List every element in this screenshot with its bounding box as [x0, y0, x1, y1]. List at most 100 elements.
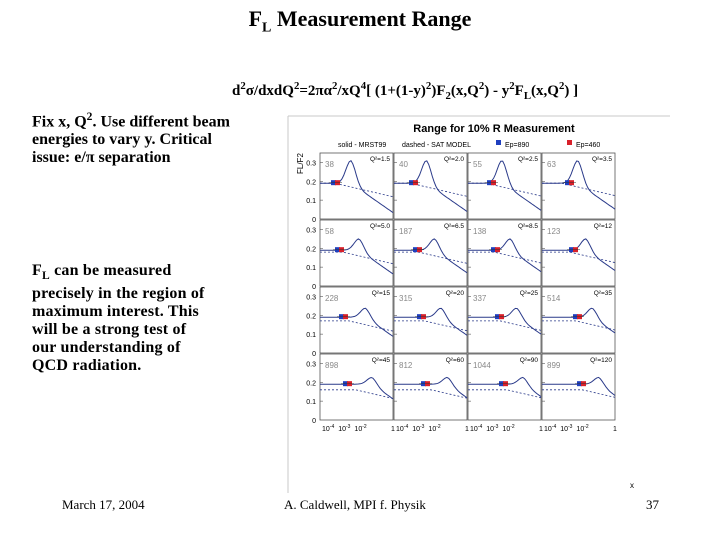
curve-dashed — [468, 251, 542, 264]
x-tick-label: 10-2 — [576, 424, 588, 433]
x-tick-label: 10-2 — [354, 424, 366, 433]
curve-dashed — [542, 320, 616, 331]
x-tick-label: 10-3 — [412, 424, 424, 433]
panel-6: Q²=6.5 187 — [393, 219, 468, 287]
curve-dashed — [468, 320, 542, 331]
legend-ep1: Ep=890 — [505, 142, 529, 149]
panel-3: Q²=2.5 55 — [467, 152, 542, 220]
curve-solid — [542, 238, 616, 271]
panel-16: Q²=120 899 — [541, 353, 616, 421]
curve-dashed — [394, 389, 468, 399]
y-tick-label: 0.3 — [306, 361, 316, 368]
curve-dashed — [320, 320, 394, 332]
panel-count: 138 — [473, 227, 487, 236]
panel-5: Q²=5.0 58 — [319, 219, 394, 287]
curve-dashed — [394, 320, 468, 332]
panel-count: 898 — [325, 361, 339, 370]
panel-12: Q²=35 514 — [541, 286, 616, 354]
curve-dashed — [468, 389, 542, 399]
curve-dashed — [542, 182, 616, 196]
legend-dashed: dashed - SAT MODEL — [402, 142, 471, 149]
y-tick-label: 0.2 — [306, 246, 316, 253]
panel-q2-label: Q²=15 — [372, 290, 391, 297]
bullet-fix-x-q2: Fix x, Q2. Use different beam energies t… — [32, 111, 230, 167]
panel-11: Q²=25 337 — [467, 286, 542, 354]
legend-ep2: Ep=460 — [576, 142, 600, 149]
panel-9: Q²=15 228 — [319, 286, 394, 354]
y-tick-label: 0.3 — [306, 294, 316, 301]
panel-count: 187 — [399, 227, 413, 236]
x-tick-label: 10-2 — [502, 424, 514, 433]
x-tick-label: 10-2 — [428, 424, 440, 433]
legend-marker-ep2 — [567, 140, 572, 145]
footer-page-number: 37 — [646, 497, 659, 512]
x-tick-label: 1 — [391, 426, 395, 433]
panel-q2-label: Q²=20 — [446, 290, 465, 297]
panel-count: 58 — [325, 227, 334, 236]
panel-count: 899 — [547, 361, 561, 370]
x-tick-label: 10-3 — [560, 424, 572, 433]
panel-count: 1044 — [473, 361, 491, 370]
footer-author: A. Caldwell, MPI f. Physik — [284, 497, 426, 512]
panel-q2-label: Q²=2.0 — [444, 156, 464, 163]
panel-q2-label: Q²=5.0 — [370, 223, 390, 230]
panel-15: Q²=90 1044 — [467, 353, 542, 421]
panel-2: Q²=2.0 40 — [393, 152, 468, 220]
panel-q2-label: Q²=60 — [446, 357, 465, 364]
panel-count: 123 — [547, 227, 561, 236]
footer-date: March 17, 2004 — [62, 497, 145, 512]
panel-8: Q²=12 123 — [541, 219, 616, 287]
y-tick-label: 0 — [312, 217, 316, 224]
panel-count: 812 — [399, 361, 413, 370]
panel-13: Q²=45 898 — [319, 353, 394, 421]
legend-marker-ep1 — [496, 140, 501, 145]
curve-solid — [394, 238, 468, 274]
panel-q2-label: Q²=90 — [520, 357, 539, 364]
curve-dashed — [468, 182, 542, 197]
curve-dashed — [394, 182, 468, 197]
panel-q2-label: Q²=8.5 — [518, 223, 538, 230]
y-tick-label: 0.1 — [306, 332, 316, 339]
panel-count: 55 — [473, 160, 482, 169]
y-tick-label: 0.2 — [306, 380, 316, 387]
x-tick-label: 1 — [613, 426, 617, 433]
y-tick-label: 0.2 — [306, 313, 316, 320]
y-tick-label: 0.1 — [306, 265, 316, 272]
panel-count: 337 — [473, 294, 487, 303]
curve-dashed — [542, 251, 616, 263]
curve-dashed — [394, 251, 468, 264]
fl-range-chart: Range for 10% R Measurement solid - MRST… — [284, 112, 674, 497]
panel-q2-label: Q²=120 — [590, 357, 612, 364]
curve-solid — [394, 307, 468, 336]
panel-count: 63 — [547, 160, 556, 169]
y-tick-label: 0 — [312, 284, 316, 291]
panel-q2-label: Q²=45 — [372, 357, 391, 364]
panel-q2-label: Q²=6.5 — [444, 223, 464, 230]
panel-14: Q²=60 812 — [393, 353, 468, 421]
panel-q2-label: Q²=1.5 — [370, 156, 390, 163]
x-tick-label: 10-3 — [486, 424, 498, 433]
panel-count: 315 — [399, 294, 413, 303]
slide-title: FL Measurement Range — [248, 6, 472, 36]
y-tick-label: 0 — [312, 418, 316, 425]
curve-dashed — [320, 389, 394, 399]
panel-count: 38 — [325, 160, 334, 169]
curve-solid — [320, 307, 394, 337]
curve-solid — [468, 238, 542, 273]
y-tick-label: 0.3 — [306, 227, 316, 234]
y-tick-label: 0 — [312, 351, 316, 358]
panel-q2-label: Q²=2.5 — [518, 156, 538, 163]
panel-7: Q²=8.5 138 — [467, 219, 542, 287]
panel-count: 228 — [325, 294, 339, 303]
curve-solid — [320, 376, 394, 400]
y-tick-label: 0.1 — [306, 198, 316, 205]
curve-solid — [320, 238, 394, 275]
curve-dashed — [542, 389, 616, 398]
fl-range-figure: Range for 10% R Measurement solid - MRST… — [284, 112, 674, 502]
curve-dashed — [320, 251, 394, 265]
panel-q2-label: Q²=3.5 — [592, 156, 612, 163]
curve-solid — [394, 376, 468, 399]
panel-q2-label: Q²=12 — [594, 223, 613, 230]
x-tick-label: 10-4 — [544, 424, 556, 433]
x-tick-label: 10-4 — [396, 424, 408, 433]
